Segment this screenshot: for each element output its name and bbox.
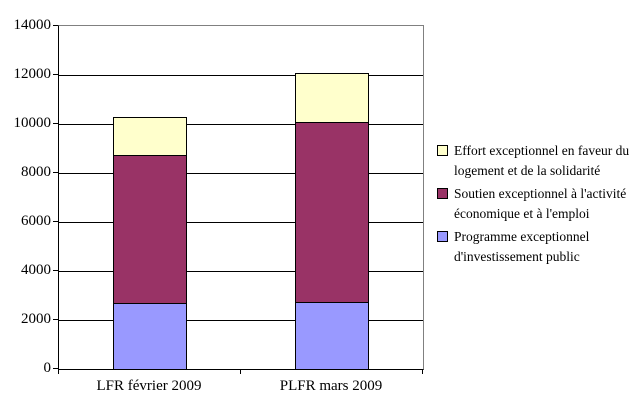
y-axis-label: 2000 bbox=[21, 311, 51, 327]
legend: Effort exceptionnel en faveur du logement… bbox=[437, 141, 631, 270]
gridline bbox=[59, 222, 423, 223]
x-axis-tick bbox=[422, 369, 423, 374]
legend-swatch-icon bbox=[437, 231, 448, 242]
y-axis-tick bbox=[53, 270, 58, 271]
y-axis-label: 10000 bbox=[13, 115, 52, 131]
legend-swatch-icon bbox=[437, 188, 448, 199]
y-axis-tick bbox=[53, 74, 58, 75]
y-axis-label: 6000 bbox=[21, 213, 51, 229]
y-axis-tick bbox=[53, 319, 58, 320]
x-axis-label: PLFR mars 2009 bbox=[279, 378, 383, 394]
y-axis-tick bbox=[53, 25, 58, 26]
gridline bbox=[59, 173, 423, 174]
y-axis-label: 4000 bbox=[21, 262, 51, 278]
legend-swatch-icon bbox=[437, 145, 448, 156]
x-axis-label: LFR février 2009 bbox=[96, 378, 202, 394]
bar-segment-1-3 bbox=[113, 117, 187, 156]
legend-label-line: économique et à l'emploi bbox=[454, 206, 590, 221]
legend-entry: Soutien exceptionnel à l'activité économi… bbox=[437, 184, 631, 224]
legend-label: Programme exceptionnel d'investissement p… bbox=[454, 227, 589, 267]
y-axis-tick bbox=[53, 123, 58, 124]
bar-segment-2-1 bbox=[295, 302, 369, 370]
gridline bbox=[59, 271, 423, 272]
y-axis-label: 14000 bbox=[13, 17, 52, 33]
bar-segment-1-1 bbox=[113, 303, 187, 370]
y-axis-label: 8000 bbox=[21, 164, 51, 180]
legend-label-line: Programme exceptionnel bbox=[454, 229, 590, 244]
y-axis-label: 12000 bbox=[13, 66, 52, 82]
legend-label: Effort exceptionnel en faveur du logement… bbox=[454, 141, 629, 181]
x-axis-tick bbox=[58, 369, 59, 374]
legend-entry: Effort exceptionnel en faveur du logement… bbox=[437, 141, 631, 181]
legend-entry: Programme exceptionnel d'investissement p… bbox=[437, 227, 631, 267]
legend-label-line: d'investissement public bbox=[454, 249, 580, 264]
y-axis-tick bbox=[53, 221, 58, 222]
gridline bbox=[59, 320, 423, 321]
y-axis-label: 0 bbox=[43, 360, 52, 376]
y-axis-tick bbox=[53, 368, 58, 369]
legend-label-line: logement et de la solidarité bbox=[454, 163, 601, 178]
gridline bbox=[59, 75, 423, 76]
gridline bbox=[59, 124, 423, 125]
bar-segment-1-2 bbox=[113, 155, 187, 304]
legend-label-line: Effort exceptionnel en faveur du bbox=[454, 143, 630, 158]
x-axis-tick bbox=[240, 369, 241, 374]
bar-segment-2-3 bbox=[295, 73, 369, 123]
y-axis-tick bbox=[53, 172, 58, 173]
legend-label: Soutien exceptionnel à l'activité économi… bbox=[454, 184, 626, 224]
legend-label-line: Soutien exceptionnel à l'activité bbox=[454, 186, 627, 201]
bar-segment-2-2 bbox=[295, 122, 369, 303]
plot-area bbox=[58, 25, 424, 370]
